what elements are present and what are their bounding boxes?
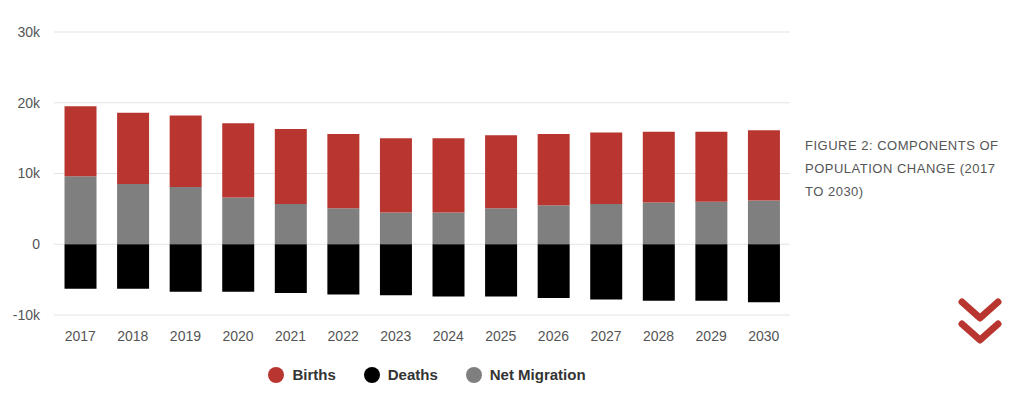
svg-text:2021: 2021 xyxy=(275,328,306,344)
html-text:Net Migration: Net Migration xyxy=(489,366,586,383)
svg-text:2026: 2026 xyxy=(538,328,569,344)
svg-text:2022: 2022 xyxy=(328,328,359,344)
html-text:Deaths: Deaths xyxy=(387,366,438,383)
svg-text:2023: 2023 xyxy=(380,328,411,344)
svg-text:30k: 30k xyxy=(17,24,41,40)
svg-text:2027: 2027 xyxy=(590,328,621,344)
svg-text:2025: 2025 xyxy=(485,328,516,344)
svg-text:-10k: -10k xyxy=(13,307,41,323)
svg-text:2024: 2024 xyxy=(433,328,464,344)
svg-text:10k: 10k xyxy=(17,165,41,181)
html-text:FIGURE 2: COMPONENTS OF POPULA: FIGURE 2: COMPONENTS OF POPULATION CHANG… xyxy=(805,138,999,199)
svg-text:20k: 20k xyxy=(17,95,41,111)
svg-text:2030: 2030 xyxy=(748,328,779,344)
svg-text:2017: 2017 xyxy=(65,328,96,344)
svg-text:2020: 2020 xyxy=(222,328,253,344)
html-text:Births: Births xyxy=(292,366,336,383)
svg-text:2019: 2019 xyxy=(170,328,201,344)
svg-text:2028: 2028 xyxy=(643,328,674,344)
svg-text:2018: 2018 xyxy=(117,328,148,344)
svg-text:0: 0 xyxy=(32,236,40,252)
svg-text:2029: 2029 xyxy=(696,328,727,344)
